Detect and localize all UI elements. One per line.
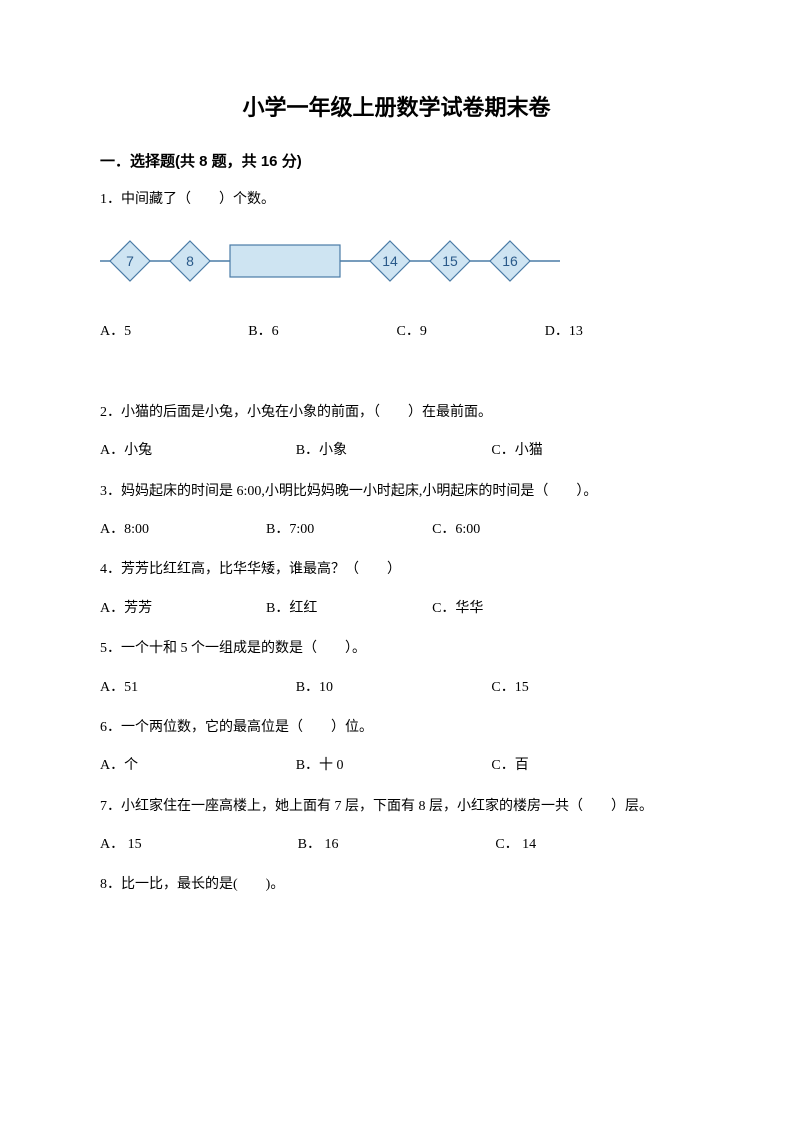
question-8: 8．比一比，最长的是( )。 [100, 874, 693, 896]
question-3-text: 3．妈妈起床的时间是 6:00,小明比妈妈晚一小时起床,小明起床的时间是（ ）。 [100, 481, 693, 503]
question-1-options: A．5 B．6 C．9 D．13 [100, 321, 693, 343]
option-b: B．红红 [266, 598, 432, 620]
svg-text:16: 16 [502, 253, 518, 269]
option-a: A．8:00 [100, 519, 266, 541]
option-a: A．51 [100, 677, 296, 699]
question-6-options: A．个 B．十 0 C．百 [100, 755, 693, 777]
question-2-options: A．小兔 B．小象 C．小猫 [100, 440, 693, 462]
option-a: A．5 [100, 321, 248, 343]
question-4-options: A．芳芳 B．红红 C．华华 [100, 598, 693, 620]
option-a: A．个 [100, 755, 296, 777]
question-5: 5．一个十和 5 个一组成是的数是（ ）。 A．51 B．10 C．15 [100, 638, 693, 699]
question-7: 7．小红家住在一座高楼上，她上面有 7 层，下面有 8 层，小红家的楼房一共（ … [100, 796, 693, 857]
option-a: A．小兔 [100, 440, 296, 462]
question-2-text: 2．小猫的后面是小兔，小兔在小象的前面，（ ）在最前面。 [100, 402, 693, 424]
question-7-text: 7．小红家住在一座高楼上，她上面有 7 层，下面有 8 层，小红家的楼房一共（ … [100, 796, 693, 818]
option-b: B．十 0 [296, 755, 492, 777]
number-line-diagram: 7 8 14 15 16 [100, 231, 693, 291]
option-b: B． 16 [298, 834, 496, 856]
option-c: C．小猫 [491, 440, 687, 462]
option-c: C． 14 [495, 834, 693, 856]
page-title: 小学一年级上册数学试卷期末卷 [100, 90, 693, 122]
option-c: C．6:00 [432, 519, 598, 541]
question-2: 2．小猫的后面是小兔，小兔在小象的前面，（ ）在最前面。 A．小兔 B．小象 C… [100, 402, 693, 463]
question-8-text: 8．比一比，最长的是( )。 [100, 874, 693, 896]
option-b: B．10 [296, 677, 492, 699]
question-5-options: A．51 B．10 C．15 [100, 677, 693, 699]
question-6: 6．一个两位数，它的最高位是（ ）位。 A．个 B．十 0 C．百 [100, 717, 693, 778]
diagram-svg: 7 8 14 15 16 [100, 231, 560, 291]
option-a: A． 15 [100, 834, 298, 856]
question-3: 3．妈妈起床的时间是 6:00,小明比妈妈晚一小时起床,小明起床的时间是（ ）。… [100, 481, 693, 542]
question-1-text: 1．中间藏了（ ）个数。 [100, 189, 693, 211]
question-4: 4．芳芳比红红高，比华华矮，谁最高？（ ） A．芳芳 B．红红 C．华华 [100, 559, 693, 620]
option-b: B．7:00 [266, 519, 432, 541]
question-7-options: A． 15 B． 16 C． 14 [100, 834, 693, 856]
option-c: C．9 [397, 321, 545, 343]
question-1: 1．中间藏了（ ）个数。 7 8 14 15 16 A．5 B．6 C．9 D．13 [100, 189, 693, 344]
svg-text:14: 14 [382, 253, 398, 269]
option-b: B．小象 [296, 440, 492, 462]
spacer [100, 362, 693, 402]
option-c: C．华华 [432, 598, 598, 620]
svg-text:15: 15 [442, 253, 458, 269]
svg-text:8: 8 [186, 253, 194, 269]
question-5-text: 5．一个十和 5 个一组成是的数是（ ）。 [100, 638, 693, 660]
question-4-text: 4．芳芳比红红高，比华华矮，谁最高？（ ） [100, 559, 693, 581]
section-header: 一．选择题(共 8 题，共 16 分) [100, 150, 693, 171]
svg-text:7: 7 [126, 253, 134, 269]
option-b: B．6 [248, 321, 396, 343]
option-d: D．13 [545, 321, 693, 343]
question-3-options: A．8:00 B．7:00 C．6:00 [100, 519, 693, 541]
question-6-text: 6．一个两位数，它的最高位是（ ）位。 [100, 717, 693, 739]
option-c: C．百 [491, 755, 687, 777]
option-a: A．芳芳 [100, 598, 266, 620]
option-c: C．15 [491, 677, 687, 699]
